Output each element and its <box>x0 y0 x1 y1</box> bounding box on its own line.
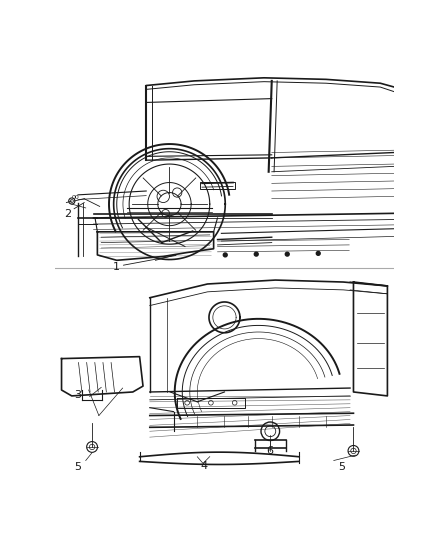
Circle shape <box>223 253 227 257</box>
Text: 00: 00 <box>72 196 80 200</box>
Text: 3: 3 <box>74 390 81 400</box>
Bar <box>201 182 235 189</box>
Text: 6: 6 <box>267 446 274 456</box>
Text: 2: 2 <box>64 209 71 219</box>
Text: 5: 5 <box>74 463 81 472</box>
Text: 5: 5 <box>338 463 345 472</box>
Circle shape <box>254 252 258 256</box>
Circle shape <box>316 252 320 255</box>
Text: 1: 1 <box>113 262 120 272</box>
Circle shape <box>285 252 289 256</box>
Text: 4: 4 <box>200 461 207 471</box>
